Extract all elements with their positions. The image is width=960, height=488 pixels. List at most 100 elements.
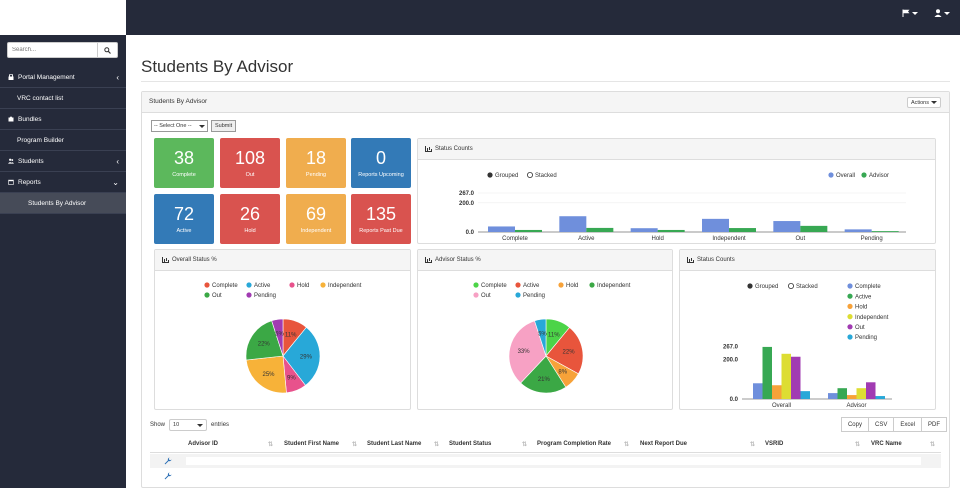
overall-status-chart: Complete Active Hold Independent Out Pending 1… — [204, 282, 362, 394]
sidebar-item-students[interactable]: Students ‹ — [0, 151, 126, 172]
sort-icon[interactable]: ⇅ — [855, 442, 861, 448]
flag-menu[interactable] — [902, 9, 918, 17]
bar-complete-overall — [753, 383, 763, 399]
slice-label: 5% — [275, 331, 284, 337]
panel-title: Students By Advisor — [149, 98, 208, 105]
sort-icon[interactable]: ⇅ — [434, 442, 440, 448]
advisor-status-chart: Complete Active Hold Independent Out Pending 1… — [473, 282, 631, 394]
length-control: Show 10 entries — [150, 419, 229, 431]
stat-tile-pending[interactable]: 18 Pending — [286, 138, 346, 188]
legend-independent-swatch — [589, 282, 595, 288]
sort-icon[interactable]: ⇅ — [352, 442, 358, 448]
col-advisor-id[interactable]: Advisor ID — [188, 441, 219, 447]
legend-pending-swatch — [515, 292, 521, 298]
csv-button[interactable]: CSV — [867, 417, 895, 432]
user-icon — [934, 9, 942, 17]
legend-hold-swatch — [289, 282, 295, 288]
bar-advisor-hold — [657, 229, 685, 232]
legend-complete-label: Complete — [481, 283, 507, 289]
bar-chart-icon — [687, 257, 694, 263]
col-student-first-name[interactable]: Student First Name — [284, 441, 340, 447]
advisor-select[interactable]: -- Select One -- — [151, 120, 208, 132]
actions-dropdown[interactable]: Actions — [906, 97, 941, 108]
slice-active — [282, 326, 321, 386]
sidebar-item-reports[interactable]: Reports ⌄ — [0, 172, 126, 193]
bar-overall-independent — [702, 218, 729, 232]
slice-label: 11% — [285, 332, 297, 338]
legend-hold-swatch — [558, 282, 564, 288]
submit-button[interactable]: Submit — [211, 120, 237, 132]
search-button[interactable] — [98, 42, 118, 58]
stat-tile-reports-past-due[interactable]: 135 Reports Past Due — [351, 194, 411, 244]
entries-label: entries — [211, 422, 230, 428]
sort-icon[interactable]: ⇅ — [268, 442, 274, 448]
stat-tile-reports-upcoming[interactable]: 0 Reports Upcoming — [351, 138, 411, 188]
bar-complete-advisor — [828, 393, 838, 399]
sidebar-item-portal-management[interactable]: Portal Management ‹ — [0, 67, 126, 88]
col-next-report-due[interactable]: Next Report Due — [640, 441, 688, 447]
caret-down-icon — [197, 423, 204, 427]
copy-button[interactable]: Copy — [840, 417, 869, 432]
legend-active-label: Active — [523, 283, 540, 289]
sidebar-item-vrc-contact-list[interactable]: VRC contact list — [0, 88, 126, 109]
sidebar-item-bundles[interactable]: Bundles — [0, 109, 126, 130]
top-navbar — [126, 0, 960, 35]
legend-active-swatch — [246, 282, 252, 288]
stat-tile-hold[interactable]: 26 Hold — [220, 194, 280, 244]
slice-label: 22% — [258, 342, 271, 348]
legend-complete-label: Complete — [212, 283, 238, 289]
excel-button[interactable]: Excel — [893, 417, 922, 432]
legend-active-label: Active — [254, 283, 271, 289]
sort-icon[interactable]: ⇅ — [522, 442, 528, 448]
status-counts-chart: Grouped Stacked Overall Advisor 267.0 200.0 0.… — [459, 171, 906, 242]
bar-independent-advisor — [856, 388, 866, 399]
sort-icon[interactable]: ⇅ — [930, 442, 936, 448]
table-row[interactable] — [150, 469, 941, 483]
sidebar-search — [7, 42, 118, 58]
sidebar-item-program-builder[interactable]: Program Builder — [0, 130, 126, 151]
legend-pending-swatch — [847, 334, 853, 340]
stat-tile-out[interactable]: 108 Out — [220, 138, 280, 188]
bar-advisor-pending — [871, 231, 899, 232]
x-tick-label: Advisor — [846, 403, 866, 409]
col-vrc-name[interactable]: VRC Name — [871, 441, 902, 447]
legend-out-label: Out — [481, 293, 491, 299]
slice-active — [545, 327, 584, 375]
flag-icon — [902, 9, 910, 17]
col-vsrid[interactable]: VSRID — [765, 441, 784, 447]
sidebar-item-students-by-advisor[interactable]: Students By Advisor — [0, 193, 126, 214]
stat-tile-active[interactable]: 72 Active — [154, 194, 214, 244]
sort-icon[interactable]: ⇅ — [624, 442, 630, 448]
legend-independent-label: Independent — [597, 283, 631, 289]
col-student-status[interactable]: Student Status — [449, 441, 492, 447]
stat-value: 72 — [173, 204, 195, 224]
legend-pending-label: Pending — [523, 293, 545, 299]
page-length-select[interactable]: 10 — [169, 419, 208, 431]
sidebar-item-label: Students — [18, 157, 44, 165]
slice-label: 33% — [518, 349, 531, 355]
stat-tile-independent[interactable]: 69 Independent — [286, 194, 346, 244]
stat-label: Reports Past Due — [359, 228, 403, 234]
page-title: Students By Advisor — [141, 57, 294, 76]
slice-label: 11% — [548, 332, 560, 338]
caret-down-icon — [944, 11, 950, 15]
wrench-icon[interactable] — [164, 472, 172, 480]
panel-title: Advisor Status % — [435, 257, 481, 263]
y-tick-label: 200.0 — [459, 201, 475, 207]
chevron-down-icon: ⌄ — [112, 177, 119, 187]
col-program-completion-rate[interactable]: Program Completion Rate — [537, 441, 612, 447]
slice-pending — [271, 318, 284, 357]
search-input[interactable] — [7, 42, 98, 58]
advisor-status-panel: Advisor Status % Complete Active Hold Indep… — [417, 249, 673, 410]
user-menu[interactable] — [934, 9, 950, 17]
slice-independent — [520, 355, 567, 394]
table-row[interactable] — [150, 454, 941, 468]
wrench-icon[interactable] — [164, 457, 172, 465]
legend-pending-label: Pending — [254, 293, 276, 299]
sidebar-item-label: Portal Management — [18, 73, 75, 81]
pdf-button[interactable]: PDF — [921, 417, 947, 432]
y-tick-label: 267.0 — [459, 191, 475, 197]
col-student-last-name[interactable]: Student Last Name — [367, 441, 422, 447]
sort-icon[interactable]: ⇅ — [750, 442, 756, 448]
stat-tile-complete[interactable]: 38 Complete — [154, 138, 214, 188]
